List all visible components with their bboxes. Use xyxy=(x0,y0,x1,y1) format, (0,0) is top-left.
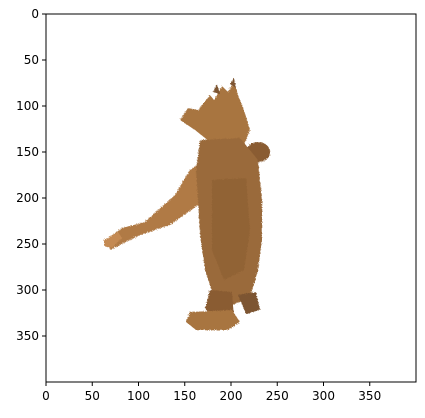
y-tick-label: 250 xyxy=(16,237,39,251)
x-tick-label: 300 xyxy=(312,389,335,403)
x-axis: 0 50 100 150 200 250 300 350 xyxy=(42,382,381,403)
x-tick-label: 350 xyxy=(358,389,381,403)
x-tick-label: 150 xyxy=(173,389,196,403)
x-tick-label: 250 xyxy=(266,389,289,403)
y-tick-label: 100 xyxy=(16,99,39,113)
y-tick-label: 300 xyxy=(16,283,39,297)
y-axis: 0 50 100 150 200 250 300 350 xyxy=(16,7,46,343)
y-tick-label: 350 xyxy=(16,329,39,343)
y-tick-label: 0 xyxy=(31,7,39,21)
x-tick-label: 0 xyxy=(42,389,50,403)
x-tick-label: 200 xyxy=(220,389,243,403)
y-tick-label: 50 xyxy=(24,53,39,67)
y-tick-label: 150 xyxy=(16,145,39,159)
creature-illustration xyxy=(104,78,270,330)
x-tick-label: 50 xyxy=(85,389,100,403)
y-tick-label: 200 xyxy=(16,191,39,205)
x-tick-label: 100 xyxy=(127,389,150,403)
